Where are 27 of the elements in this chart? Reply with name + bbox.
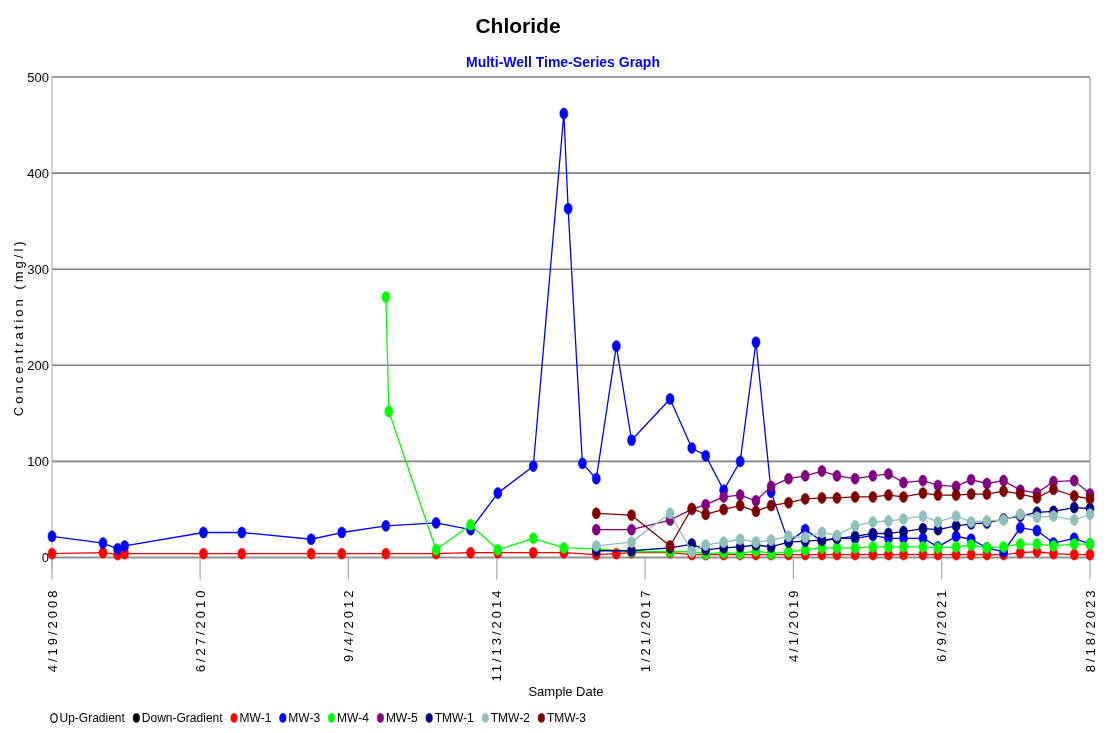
x-tick-label: 4/19/2008 — [44, 587, 60, 673]
x-tick-label: 9/4/2012 — [340, 587, 356, 663]
x-tick-label: 11/13/2014 — [489, 587, 505, 682]
legend-label: TMW-3 — [546, 711, 587, 725]
chart-title: Chloride — [475, 14, 561, 37]
y-tick-label: 100 — [27, 453, 49, 469]
text: Up-Gradient — [59, 711, 126, 725]
legend-label: MW-1 — [239, 711, 272, 725]
y-tick-label: 200 — [27, 357, 49, 373]
y-tick-label: 500 — [27, 69, 49, 85]
legend-label: MW-4 — [337, 711, 370, 725]
chart-subtitle: Multi-Well Time-Series Graph — [466, 54, 660, 70]
x-tick-label: 6/9/2021 — [934, 587, 950, 663]
y-tick-label: 400 — [27, 165, 49, 181]
legend-label: TMW-2 — [490, 711, 531, 725]
y-tick-label: 0 — [41, 550, 49, 565]
x-axis-title: Sample Date — [528, 683, 604, 699]
x-tick-label: 1/21/2017 — [637, 587, 653, 673]
legend-label: TMW-1 — [434, 711, 475, 725]
y-axis-title: Concentration (mg/l) — [10, 238, 26, 417]
y-tick-label: 300 — [27, 261, 49, 277]
x-tick-label: 4/1/2019 — [785, 587, 801, 663]
x-tick-label: 6/27/2010 — [192, 587, 208, 673]
x-tick-label: 8/18/2023 — [1082, 587, 1098, 673]
legend-label: MW-5 — [385, 711, 418, 725]
text: Down-Gradient — [141, 711, 224, 725]
legend-label: MW-3 — [288, 711, 321, 725]
